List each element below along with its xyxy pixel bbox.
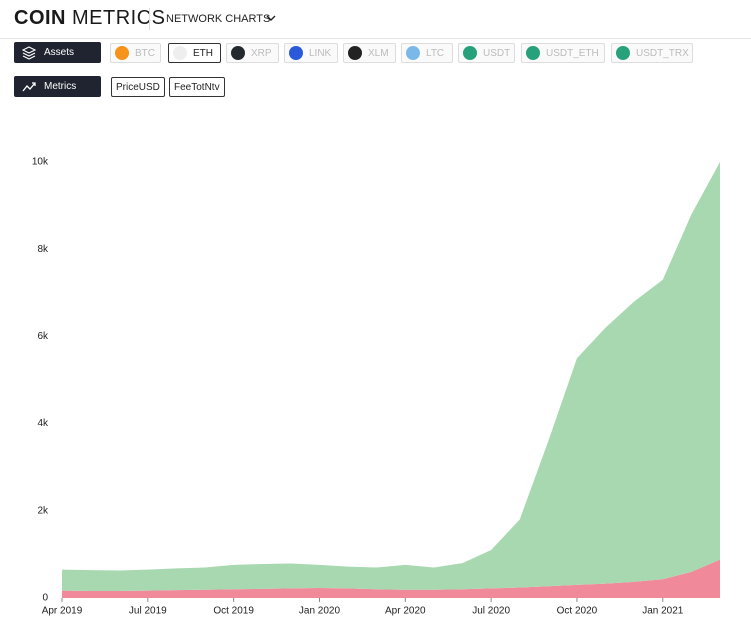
x-tick-label: Jul 2019	[129, 606, 167, 617]
asset-button[interactable]: XLM	[343, 43, 396, 63]
asset-button[interactable]: USDT_TRX	[611, 43, 693, 63]
x-tick-label: Jul 2020	[472, 606, 510, 617]
icon	[22, 45, 36, 60]
y-tick-label: 4k	[37, 418, 49, 429]
y-tick-label: 6k	[37, 331, 49, 342]
label: USDT	[483, 47, 511, 59]
x-tick-label: Jan 2020	[299, 606, 341, 617]
metrics-button[interactable]: Metrics	[14, 76, 101, 97]
area	[62, 162, 720, 592]
label: ETH	[193, 47, 213, 59]
logo: COIN	[14, 7, 66, 29]
label: LTC	[426, 47, 445, 59]
asset-button[interactable]: LTC	[401, 43, 453, 63]
chart: 0 2k 4k 6k 8k 10k Apr 2019 Jul 2019 Oct 2019 Jan …	[32, 157, 720, 617]
chevron[interactable]	[265, 12, 277, 24]
label: FeeTotNtv	[174, 81, 220, 93]
asset-button[interactable]: USDT_ETH	[521, 43, 605, 63]
y-tick-label: 8k	[37, 244, 49, 255]
label: Metrics	[44, 81, 77, 92]
icon	[22, 81, 36, 91]
label: LINK	[309, 47, 332, 59]
x-tick-label: Apr 2019	[42, 606, 83, 617]
logo: METRICS	[72, 7, 166, 29]
label: USDT_ETH	[546, 47, 599, 59]
y-tick-label: 0	[42, 593, 48, 604]
asset-button[interactable]: LINK	[284, 43, 338, 63]
separator	[149, 8, 150, 30]
nav-menu[interactable]: NETWORK CHARTS	[166, 13, 271, 25]
x-tick-label: Jan 2021	[642, 606, 684, 617]
header: COIN METRICS NETWORK CHARTS	[0, 0, 751, 39]
label: XRP	[251, 47, 272, 59]
label: BTC	[135, 47, 155, 59]
label: XLM	[368, 47, 389, 59]
area	[62, 559, 720, 598]
asset-button[interactable]: XRP	[226, 43, 279, 63]
x-tick-label: Apr 2020	[385, 606, 426, 617]
asset-button[interactable]: BTC	[110, 43, 161, 63]
asset-button[interactable]: USDT	[458, 43, 515, 63]
label: USDT_TRX	[636, 47, 689, 59]
x-tick-label: Oct 2020	[557, 606, 598, 617]
y-tick-label: 10k	[32, 157, 49, 168]
y-tick-label: 2k	[37, 505, 49, 516]
metric-button[interactable]: FeeTotNtv	[169, 77, 225, 97]
label: Assets	[44, 47, 75, 58]
asset-button[interactable]: ETH	[168, 43, 221, 63]
metric-button[interactable]: PriceUSD	[111, 77, 165, 97]
label: PriceUSD	[116, 81, 160, 93]
assets-button[interactable]: Assets	[14, 42, 101, 63]
x-tick-label: Oct 2019	[213, 606, 254, 617]
